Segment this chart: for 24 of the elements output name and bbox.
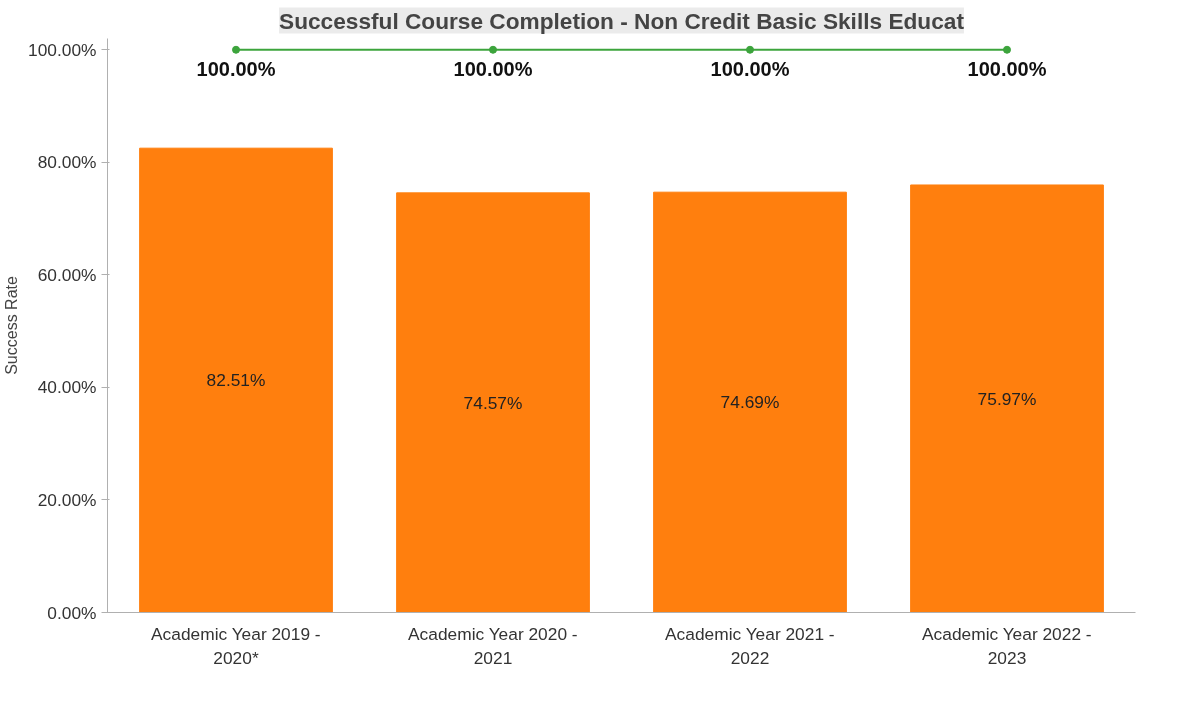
bar bbox=[653, 191, 847, 613]
data-label: 75.97% bbox=[977, 388, 1037, 409]
y-tick-label: 80.00% bbox=[37, 152, 97, 173]
bar bbox=[396, 192, 590, 613]
y-tick-label: 60.00% bbox=[37, 264, 97, 285]
data-label: 100.00% bbox=[453, 57, 533, 80]
y-tick-label: 40.00% bbox=[37, 377, 97, 398]
data-label: 74.69% bbox=[720, 392, 780, 413]
x-tick-label: Academic Year 2022 - 2023 bbox=[922, 623, 1092, 668]
bar bbox=[910, 184, 1104, 613]
data-label: 100.00% bbox=[710, 57, 790, 80]
data-label: 74.57% bbox=[463, 392, 523, 413]
x-tick-label: Academic Year 2021 - 2022 bbox=[665, 623, 835, 668]
data-label: 82.51% bbox=[206, 370, 266, 391]
x-tick-label: Academic Year 2019 - 2020* bbox=[151, 623, 321, 668]
y-tick-label: 100.00% bbox=[28, 39, 97, 60]
x-tick-label: Academic Year 2020 - 2021 bbox=[408, 623, 578, 668]
bar bbox=[139, 147, 333, 613]
y-axis-title: Success Rate bbox=[3, 276, 21, 375]
y-tick-label: 20.00% bbox=[37, 489, 97, 510]
data-label: 100.00% bbox=[967, 57, 1047, 80]
chart-title: Successful Course Completion - Non Credit Basic Skills Educat bbox=[279, 7, 965, 34]
data-label: 100.00% bbox=[196, 57, 276, 80]
y-tick-label: 0.00% bbox=[47, 602, 97, 623]
